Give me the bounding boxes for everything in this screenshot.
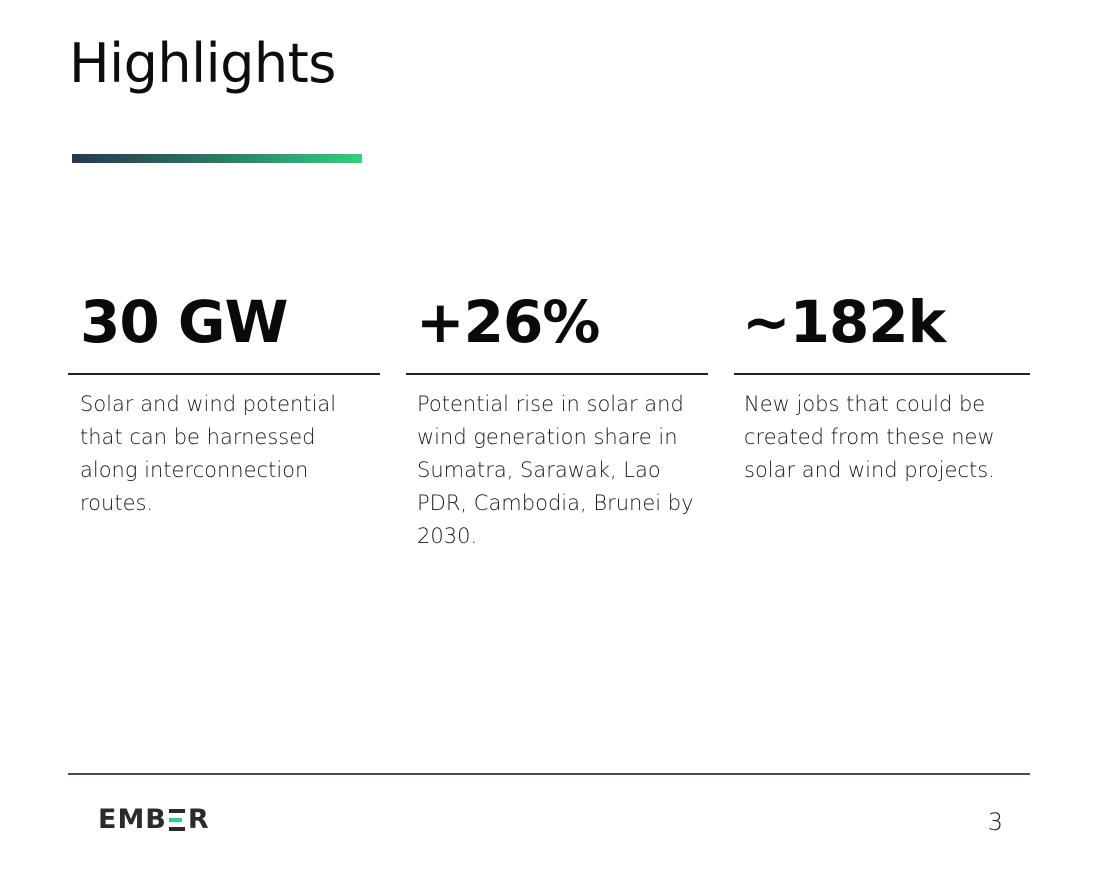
stat-value: ~182k: [742, 288, 946, 356]
stat-value: +26%: [416, 288, 600, 356]
footer-divider: [68, 773, 1030, 775]
stat-description: Potential rise in solar and wind generat…: [417, 392, 694, 548]
page-title: Highlights: [69, 32, 336, 95]
stat-card-jobs: ~182k New jobs that could be created fro…: [734, 284, 1030, 482]
ember-logo: EMB R: [98, 806, 210, 834]
logo-stylized-e-icon: [168, 809, 185, 831]
title-accent-bar: [72, 154, 362, 163]
stat-card-generation-share: +26% Potential rise in solar and wind ge…: [406, 284, 708, 548]
logo-text-left: EMB: [98, 804, 167, 835]
stat-divider: [406, 373, 708, 375]
logo-text-right: R: [187, 804, 210, 835]
stat-value: 30 GW: [80, 288, 289, 356]
stat-description: New jobs that could be created from thes…: [744, 392, 995, 482]
stat-divider: [734, 373, 1030, 375]
stat-card-capacity: 30 GW Solar and wind potential that can …: [68, 284, 380, 515]
stat-divider: [68, 373, 380, 375]
stat-description: Solar and wind potential that can be har…: [80, 392, 337, 515]
page-number: 3: [987, 808, 1003, 836]
